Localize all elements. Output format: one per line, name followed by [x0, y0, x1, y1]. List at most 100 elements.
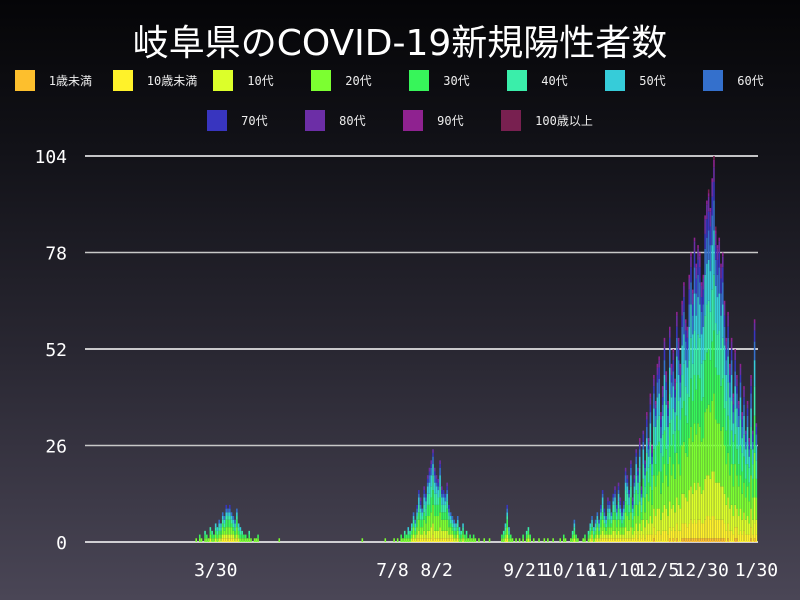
bar-segment [446, 490, 448, 494]
bar-segment [633, 504, 636, 517]
bar-segment [610, 534, 613, 539]
bar-segment [225, 504, 228, 509]
bar-segment [626, 538, 629, 542]
bar-segment [610, 523, 613, 528]
bar-segment [442, 519, 445, 531]
bar-segment [637, 467, 639, 472]
bar-segment [729, 374, 731, 383]
bar-segment [416, 508, 418, 513]
bar-segment [412, 516, 415, 520]
bar-segment [702, 397, 705, 439]
bar-segment [608, 501, 611, 505]
legend-item[interactable]: 90代 [403, 110, 485, 131]
bar-segment [425, 538, 427, 542]
bar-segment [411, 523, 413, 528]
bar-segment [667, 400, 669, 405]
bar-segment [739, 508, 742, 531]
bar-segment [428, 538, 431, 542]
bar-segment [660, 426, 662, 439]
bar-segment [504, 534, 507, 539]
bar-segment [653, 527, 655, 539]
bar-segment [623, 512, 625, 520]
bar-segment [623, 527, 625, 535]
legend-item[interactable]: 10歳未満 [112, 70, 197, 91]
bar-segment [416, 504, 418, 509]
bar-segment [416, 512, 418, 517]
bar-segment [684, 538, 687, 542]
bar-segment [739, 367, 742, 375]
bar-segment [695, 490, 698, 524]
bar-segment [623, 501, 625, 505]
bar-segment [229, 527, 231, 535]
bar-segment [633, 516, 636, 531]
bar-segment [679, 363, 682, 368]
bar-segment [642, 464, 645, 479]
bar-segment [441, 519, 443, 531]
legend-swatch [305, 110, 326, 131]
bar-segment [449, 527, 452, 535]
bar-segment [432, 523, 434, 535]
bar-segment [612, 512, 615, 520]
legend-item[interactable]: 60代 [703, 70, 785, 91]
bar-segment [435, 504, 438, 517]
bar-segment [672, 360, 675, 372]
bar-segment [654, 426, 657, 446]
bar-segment [421, 516, 424, 520]
bar-segment [621, 538, 623, 542]
bar-segment [594, 538, 597, 542]
bar-segment [676, 523, 678, 539]
bar-segment [610, 527, 613, 535]
bar-segment [230, 516, 233, 520]
bar-segment [633, 482, 636, 487]
bar-segment [654, 534, 657, 542]
bar-segment [600, 519, 602, 528]
bar-segment [437, 530, 440, 539]
bar-segment [739, 363, 742, 368]
bar-segment [623, 519, 625, 528]
bar-segment [462, 523, 464, 528]
bar-segment [642, 430, 645, 435]
bar-segment [211, 534, 213, 539]
bar-segment [455, 530, 457, 535]
bar-segment [601, 512, 604, 520]
legend-item[interactable]: 100歳以上 [501, 110, 593, 131]
bar-segment [421, 527, 424, 535]
bar-segment [628, 490, 630, 494]
legend-item[interactable]: 80代 [305, 110, 387, 131]
legend-item[interactable]: 10代 [213, 70, 295, 91]
bar-segment [529, 534, 531, 539]
bar-segment [230, 538, 233, 542]
bar-segment [679, 397, 682, 420]
legend-item[interactable]: 50代 [605, 70, 687, 91]
bar-segment [753, 452, 756, 498]
bar-segment [646, 438, 648, 453]
bar-segment [409, 538, 411, 542]
bar-segment [607, 527, 609, 535]
bar-segment [646, 534, 648, 542]
y-tick-label: 52 [45, 340, 67, 361]
legend-item[interactable]: 70代 [207, 110, 289, 131]
bar-segment [661, 482, 664, 513]
legend-item[interactable]: 40代 [507, 70, 589, 91]
bar-segment [739, 445, 742, 476]
bar-segment [617, 486, 620, 491]
bar-segment [693, 374, 696, 424]
bar-segment [522, 538, 524, 542]
bar-segment [430, 486, 433, 498]
bar-segment [635, 449, 637, 453]
bar-segment [716, 259, 719, 275]
bar-segment [729, 419, 731, 446]
bar-segment [216, 538, 219, 542]
bar-segment [418, 519, 420, 531]
legend-item[interactable]: 20代 [311, 70, 393, 91]
bar-segment [709, 207, 712, 212]
bar-segment [718, 237, 721, 242]
bar-segment [624, 512, 627, 528]
legend-item[interactable]: 30代 [409, 70, 491, 91]
bar-segment [617, 493, 620, 502]
bar-segment [248, 538, 251, 542]
bar-segment [474, 538, 477, 542]
bar-segment [414, 530, 417, 535]
legend-item[interactable]: 1歳未満 [14, 70, 97, 91]
bar-segment [706, 352, 708, 409]
